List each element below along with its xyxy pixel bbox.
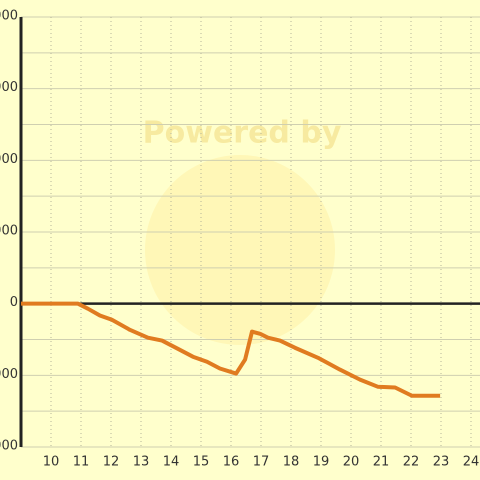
x-tick-label: 24: [463, 455, 480, 470]
y-tick-label: 0: [10, 295, 18, 310]
y-tick-label: -40,000: [0, 439, 18, 454]
x-tick-label: 17: [253, 455, 270, 470]
x-tick-label: 22: [403, 455, 420, 470]
x-tick-label: 11: [73, 455, 90, 470]
x-tick-label: 13: [133, 455, 150, 470]
watermark-logo: [145, 155, 335, 345]
watermark: Powered by: [143, 116, 342, 151]
x-tick-label: 21: [373, 455, 390, 470]
y-tick-label: 20,000: [0, 224, 18, 239]
y-tick-label: 60,000: [0, 80, 18, 95]
line-series: [21, 301, 441, 398]
x-tick-label: 20: [343, 455, 360, 470]
y-tick-label: -20,000: [0, 367, 18, 382]
x-tick-label: 19: [313, 455, 330, 470]
y-tick-label: 40,000: [0, 152, 18, 167]
x-tick-label: 23: [433, 455, 450, 470]
x-tick-label: 15: [193, 455, 210, 470]
x-tick-label: 18: [283, 455, 300, 470]
x-tick-label: 10: [43, 455, 60, 470]
x-tick-label: 14: [163, 455, 180, 470]
x-tick-label: 12: [103, 455, 120, 470]
x-tick-label: 16: [223, 455, 240, 470]
y-tick-label: 80,000: [0, 9, 18, 24]
